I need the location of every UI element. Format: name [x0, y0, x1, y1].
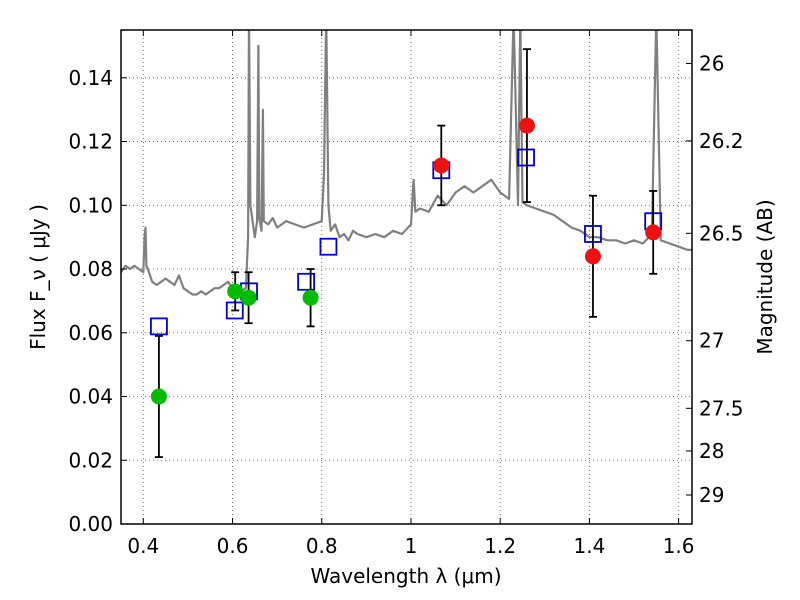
- mag-tick-label: 27: [699, 329, 724, 353]
- model-flux-square: [319, 237, 338, 256]
- model-flux-square: [150, 317, 168, 336]
- y-tick-label: 0.14: [68, 66, 113, 90]
- mag-tick-label: 27.5: [699, 396, 744, 420]
- optical-point: [150, 388, 167, 405]
- model-flux-square: [297, 272, 316, 291]
- mag-tick-label: 26.5: [699, 221, 744, 245]
- y-tick-label: 0.04: [68, 385, 113, 409]
- model-spectrum-line: [121, 30, 692, 296]
- x-tick-label: 0.6: [217, 534, 249, 558]
- x-tick-label: 1.4: [573, 534, 605, 558]
- axis-ticks: 0.4 0.6 0.8 1 1.2 1.4 1.6 0.00 0.02 0.04 0.06 0.08 0…: [68, 30, 744, 558]
- y-axis-title: Flux F_ν ( μJy ): [26, 204, 50, 350]
- y-tick-label: 0.10: [68, 193, 113, 217]
- nir-point: [584, 248, 601, 265]
- y-tick-label: 0.02: [68, 448, 113, 472]
- y-tick-label: 0.08: [68, 257, 113, 281]
- y-tick-label: 0.06: [68, 321, 113, 345]
- optical-point: [302, 289, 319, 306]
- nir-point: [645, 224, 662, 241]
- nir-point: [518, 117, 535, 134]
- nir-point: [433, 157, 450, 174]
- y-tick-label: 0.00: [68, 512, 113, 536]
- grid-lines: [121, 30, 692, 524]
- y2-axis-title: Magnitude (AB): [753, 199, 777, 354]
- x-tick-label: 1.2: [484, 534, 516, 558]
- mag-tick-label: 28: [699, 439, 724, 463]
- plot-frame: [120, 29, 693, 525]
- optical-point: [227, 283, 244, 300]
- x-axis-title: Wavelength λ (μm): [310, 564, 501, 588]
- x-tick-label: 0.4: [127, 534, 159, 558]
- mag-tick-label: 26: [699, 51, 724, 75]
- plot-area: [121, 30, 692, 458]
- mag-tick-label: 26.2: [699, 129, 744, 153]
- y-tick-label: 0.12: [68, 130, 113, 154]
- optical-point: [240, 289, 257, 306]
- x-tick-label: 0.8: [306, 534, 338, 558]
- x-tick-label: 1: [405, 534, 418, 558]
- mag-tick-label: 29: [699, 483, 724, 507]
- x-tick-label: 1.6: [663, 534, 695, 558]
